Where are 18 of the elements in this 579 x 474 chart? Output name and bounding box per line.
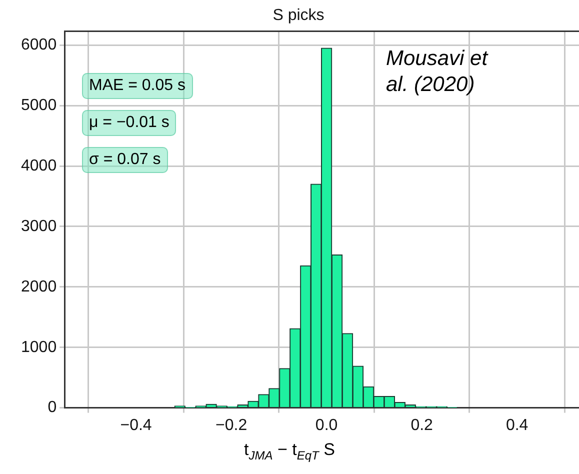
x-tick-label: −0.4 (120, 416, 152, 434)
annotation: μ = −0.01 s (82, 110, 176, 136)
x-tick-label: −0.2 (216, 416, 248, 434)
x-tick-label: 0.2 (410, 416, 434, 434)
y-tick-label: 2000 (21, 278, 57, 296)
y-tick-label: 5000 (21, 96, 57, 114)
y-tick-label: 0 (48, 399, 57, 416)
annotation: Mousavi et al. (2020) (386, 46, 490, 98)
annotation: σ = 0.07 s (82, 147, 168, 173)
x-axis-title: t$_{JMA}$ − t$_{EqT}$ S (243, 440, 336, 462)
chart-title: S picks (272, 7, 324, 24)
y-tick-label: 3000 (21, 218, 57, 235)
annotation: MAE = 0.05 s (82, 73, 192, 99)
x-tick-label: 0.0 (315, 416, 338, 434)
y-tick-label: 1000 (21, 338, 57, 356)
x-tick-label: 0.4 (506, 416, 528, 434)
y-tick-label: 4000 (21, 157, 57, 174)
y-tick-label: 6000 (21, 36, 57, 54)
